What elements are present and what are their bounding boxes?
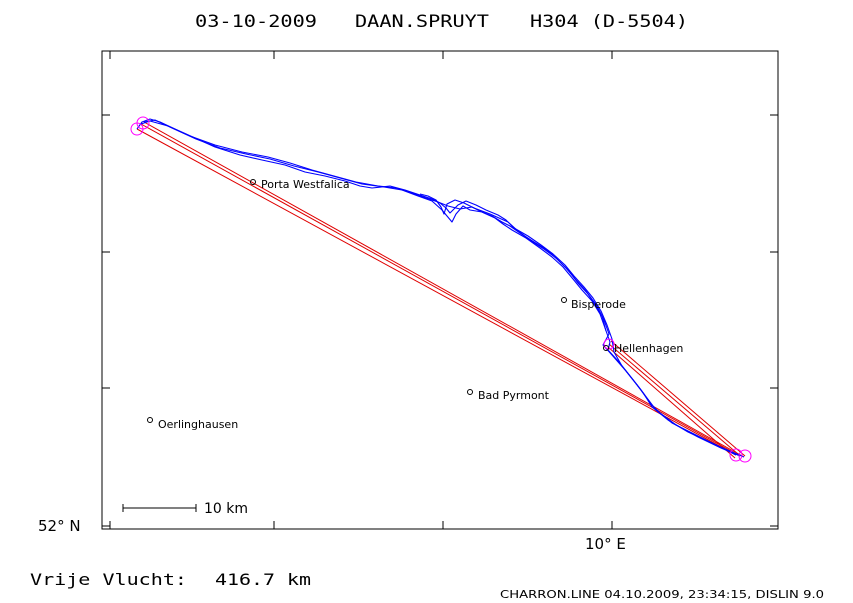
turnpoint-marker <box>136 116 150 130</box>
turnpoint-marker <box>738 449 752 463</box>
longitude-label: 10° E <box>585 535 626 553</box>
track-segment <box>143 119 745 458</box>
distance-label: Vrije Vlucht: <box>30 570 187 589</box>
town-label: Bisperode <box>571 298 626 311</box>
track-segment <box>136 118 737 456</box>
task-legs <box>136 121 746 459</box>
town-label: Hellenhagen <box>614 342 683 355</box>
town-marker <box>250 179 256 185</box>
town-label: Bad Pyrmont <box>478 389 550 402</box>
task-leg <box>608 343 739 455</box>
town-marker <box>467 389 473 395</box>
glider-id: H304 (D-5504) <box>530 12 688 32</box>
latitude-label: 52° N <box>38 517 81 535</box>
scale-bar <box>122 504 197 512</box>
turnpoint-marker <box>603 338 615 350</box>
flight-date: 03-10-2009 <box>195 12 317 32</box>
task-leg <box>140 123 741 457</box>
pilot-name: DAAN.SPRUYT <box>355 12 489 32</box>
map-frame <box>101 50 779 530</box>
town-label: Oerlinghausen <box>158 418 238 431</box>
credits: CHARRON.LINE 04.10.2009, 23:34:15, DISLI… <box>500 588 824 601</box>
task-leg <box>607 346 736 459</box>
town-label: Porta Westfalica <box>261 178 350 191</box>
town-markers <box>147 179 609 423</box>
town-marker <box>561 297 567 303</box>
scale-bar-label: 10 km <box>204 501 248 517</box>
task-leg <box>610 340 746 457</box>
town-marker <box>147 417 153 423</box>
task-leg <box>143 121 745 458</box>
turnpoint-marker <box>729 448 743 462</box>
axis-ticks <box>102 51 778 529</box>
distance-value: 416.7 km <box>215 570 311 589</box>
task-leg <box>136 128 737 456</box>
track-segment <box>419 193 607 332</box>
turnpoint-markers <box>130 116 752 463</box>
flight-track <box>136 118 745 458</box>
town-marker <box>603 345 609 351</box>
